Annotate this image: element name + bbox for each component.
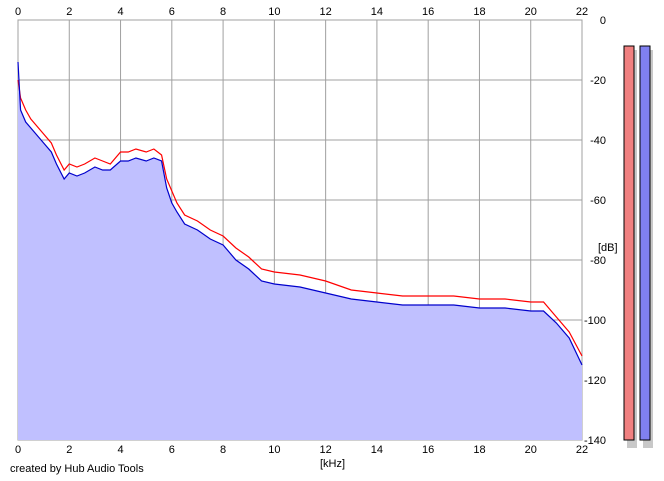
y-axis: 0 -20 -40 -60 -80 -100 -120 -140 (584, 15, 606, 447)
y-tick-label: -80 (590, 255, 606, 267)
y-tick-label: -120 (584, 375, 606, 387)
y-tick-label: -60 (590, 195, 606, 207)
spectrum-fill (18, 62, 582, 440)
x-tick-label-top: 8 (220, 6, 226, 18)
level-meters (623, 45, 653, 448)
x-tick-label-top: 14 (371, 6, 383, 18)
y-tick-label: 0 (600, 15, 606, 27)
x-tick-label-top: 10 (268, 6, 280, 18)
x-tick-label-bottom: 22 (576, 444, 588, 456)
x-tick-label-bottom: 16 (422, 444, 434, 456)
y-tick-label: -140 (584, 435, 606, 447)
y-tick-label: -100 (584, 315, 606, 327)
x-tick-label-bottom: 20 (525, 444, 537, 456)
y-axis-unit: [dB] (598, 242, 618, 254)
x-tick-label-bottom: 8 (220, 444, 226, 456)
x-tick-label-bottom: 6 (169, 444, 175, 456)
x-tick-label-top: 18 (473, 6, 485, 18)
x-tick-label-top: 20 (525, 6, 537, 18)
x-axis-top: 0 2 4 6 8 10 12 14 16 18 20 22 (15, 6, 588, 18)
area-fill (18, 62, 582, 440)
x-tick-label-top: 22 (576, 6, 588, 18)
credit-text: created by Hub Audio Tools (10, 463, 144, 475)
series-lines (17, 61, 583, 366)
x-tick-label-bottom: 12 (320, 444, 332, 456)
x-tick-label-top: 12 (320, 6, 332, 18)
series-line-2 (17, 61, 583, 366)
x-tick-label-top: 6 (169, 6, 175, 18)
x-tick-label-top: 16 (422, 6, 434, 18)
x-axis-bottom: 0 2 4 6 8 10 12 14 16 18 20 22 (15, 444, 588, 456)
y-tick-label: -20 (590, 75, 606, 87)
x-tick-label-top: 0 (15, 6, 21, 18)
x-tick-label-bottom: 4 (117, 444, 123, 456)
x-tick-label-bottom: 14 (371, 444, 383, 456)
x-tick-label-top: 2 (66, 6, 72, 18)
y-tick-label: -40 (590, 135, 606, 147)
series-line-1 (17, 79, 583, 357)
x-tick-label-bottom: 2 (66, 444, 72, 456)
x-tick-label-bottom: 0 (15, 444, 21, 456)
x-tick-label-bottom: 10 (268, 444, 280, 456)
x-tick-label-bottom: 18 (473, 444, 485, 456)
level-meter-1 (623, 45, 635, 441)
x-tick-label-top: 4 (117, 6, 123, 18)
x-axis-unit: [kHz] (320, 458, 345, 470)
level-meter-2 (639, 45, 651, 441)
